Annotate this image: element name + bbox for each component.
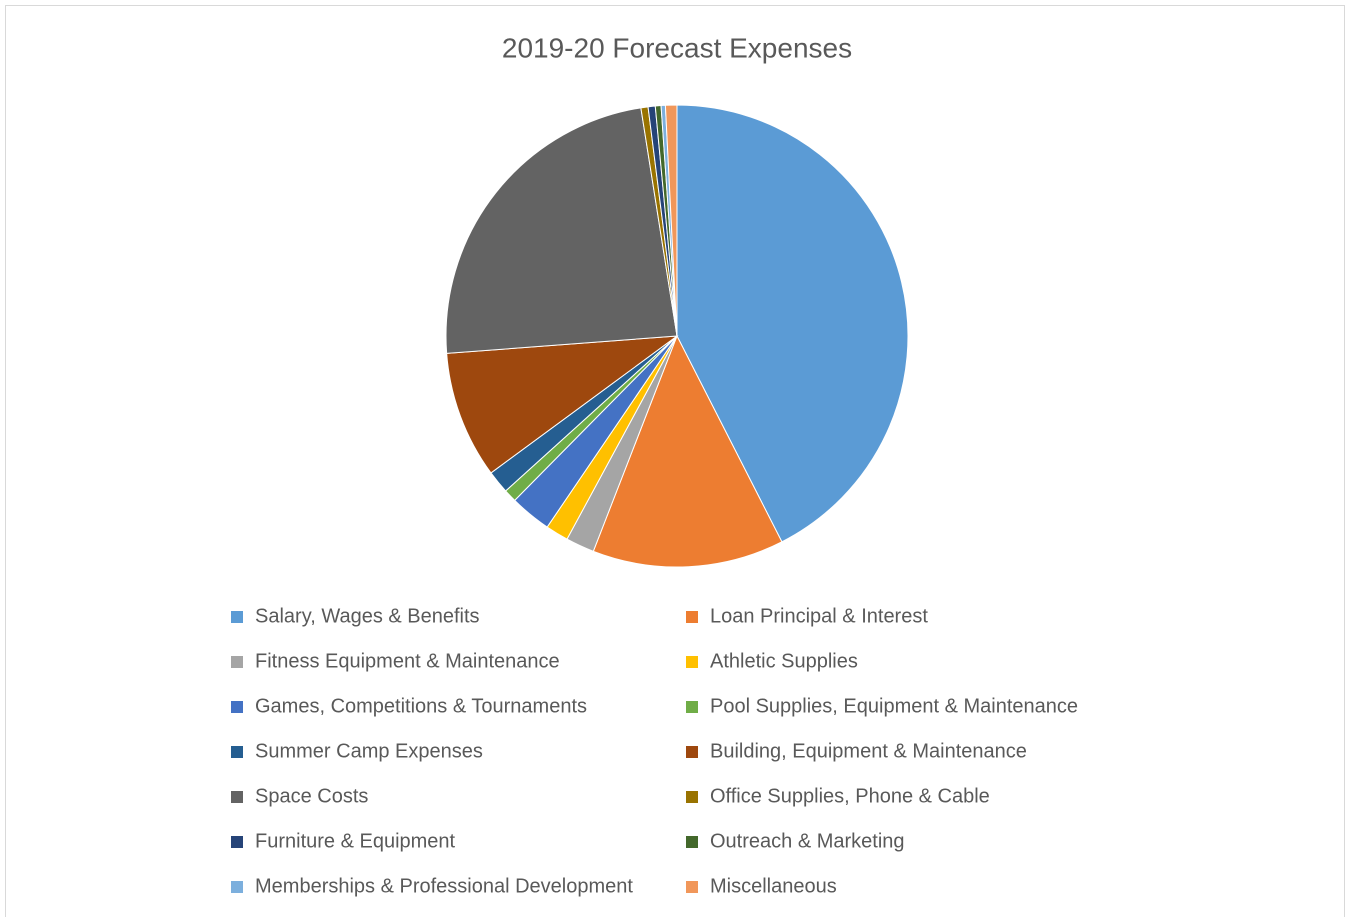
pie-slice — [446, 335, 679, 474]
legend-swatch — [686, 881, 698, 893]
legend-label: Building, Equipment & Maintenance — [710, 740, 1027, 762]
pie-slice — [664, 104, 678, 337]
legend-label: Games, Competitions & Tournaments — [255, 695, 587, 717]
legend-swatch — [231, 746, 243, 758]
legend-swatch — [686, 791, 698, 803]
legend-label: Salary, Wages & Benefits — [255, 605, 480, 627]
legend-swatch — [231, 611, 243, 623]
pie-slice — [445, 107, 678, 354]
pie-slice — [592, 334, 783, 568]
legend-label: Pool Supplies, Equipment & Maintenance — [710, 695, 1078, 717]
legend-label: Loan Principal & Interest — [710, 605, 928, 627]
legend-swatch — [686, 701, 698, 713]
legend-label: Memberships & Professional Development — [255, 875, 633, 897]
legend-label: Athletic Supplies — [710, 650, 858, 672]
legend-label: Office Supplies, Phone & Cable — [710, 785, 990, 807]
legend-swatch — [231, 836, 243, 848]
legend-label: Summer Camp Expenses — [255, 740, 483, 762]
legend-swatch — [686, 611, 698, 623]
legend-swatch — [686, 836, 698, 848]
legend-label: Fitness Equipment & Maintenance — [255, 650, 560, 672]
pie-slice — [676, 104, 909, 543]
chart-title: 2019-20 Forecast Expenses — [502, 32, 852, 63]
legend-label: Outreach & Marketing — [710, 830, 905, 852]
legend-swatch — [686, 656, 698, 668]
legend-swatch — [231, 881, 243, 893]
legend-swatch — [686, 746, 698, 758]
legend-swatch — [231, 701, 243, 713]
legend-swatch — [231, 791, 243, 803]
legend-label: Space Costs — [255, 785, 368, 807]
legend-swatch — [231, 656, 243, 668]
legend-label: Furniture & Equipment — [255, 830, 456, 852]
legend-label: Miscellaneous — [710, 875, 837, 897]
